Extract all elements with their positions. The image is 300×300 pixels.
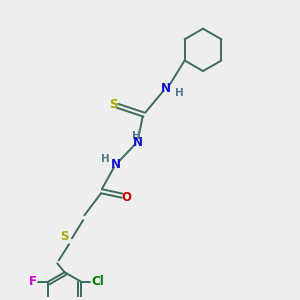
Text: H: H <box>101 154 110 164</box>
Text: S: S <box>60 230 69 243</box>
Text: O: O <box>122 190 131 204</box>
Text: S: S <box>109 98 117 111</box>
Text: H: H <box>175 88 184 98</box>
Text: N: N <box>111 158 121 171</box>
Text: Cl: Cl <box>92 275 104 288</box>
Text: N: N <box>133 136 143 149</box>
Text: N: N <box>161 82 171 95</box>
Text: F: F <box>29 275 37 288</box>
Text: H: H <box>132 131 141 141</box>
